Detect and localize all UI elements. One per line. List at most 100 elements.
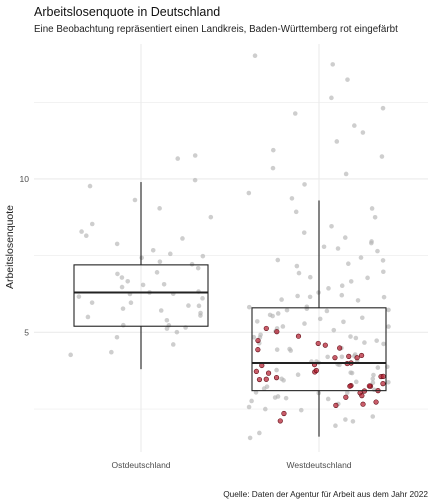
data-point — [302, 321, 307, 326]
data-point — [370, 376, 376, 382]
box-layer — [73, 182, 387, 437]
data-point — [275, 311, 281, 316]
box-iqr — [251, 307, 387, 392]
data-point — [89, 221, 95, 227]
data-point — [263, 406, 268, 412]
data-point-bw — [358, 352, 365, 359]
x-tick-label: Ostdeutschland — [111, 460, 170, 470]
data-point — [350, 419, 356, 424]
data-point — [264, 384, 270, 389]
data-point — [289, 196, 295, 201]
data-point — [279, 297, 284, 302]
data-point — [68, 352, 73, 358]
data-point — [341, 319, 346, 325]
data-point — [375, 248, 380, 254]
data-point — [339, 354, 345, 360]
data-point — [348, 334, 353, 339]
data-point — [196, 303, 202, 309]
data-point-bw — [315, 340, 321, 347]
data-point — [380, 105, 386, 111]
data-point-bw — [274, 329, 280, 335]
data-point-bw — [380, 381, 386, 387]
data-point — [279, 376, 284, 382]
data-point — [128, 300, 134, 305]
data-point — [355, 298, 361, 303]
x-tick-label: Westdeutschland — [286, 460, 351, 470]
box-iqr — [73, 264, 209, 327]
data-point — [252, 53, 258, 59]
data-point — [157, 259, 163, 265]
data-point — [326, 286, 331, 291]
data-point-bw — [253, 368, 259, 375]
data-point — [301, 230, 307, 235]
data-point — [139, 255, 144, 261]
data-point-bw — [295, 333, 302, 339]
data-point — [284, 307, 290, 313]
data-point — [247, 435, 253, 441]
data-point — [353, 379, 359, 385]
data-point — [275, 394, 281, 399]
data-point — [295, 293, 300, 299]
data-point-bw — [346, 353, 352, 359]
data-point — [333, 423, 338, 429]
data-point — [335, 246, 341, 251]
data-point — [302, 182, 307, 187]
data-point-bw — [347, 383, 353, 389]
data-point — [270, 313, 275, 319]
data-point — [119, 275, 125, 280]
data-point — [342, 235, 348, 240]
data-point — [132, 197, 138, 203]
data-point — [358, 255, 364, 260]
data-point — [274, 367, 279, 373]
data-point — [334, 139, 340, 144]
data-point — [76, 294, 82, 299]
data-point — [329, 95, 334, 101]
data-point — [195, 265, 201, 271]
data-point — [343, 417, 348, 422]
data-point-bw — [322, 342, 328, 348]
data-point — [270, 165, 276, 171]
data-point — [369, 206, 375, 211]
data-point — [198, 310, 203, 316]
data-point — [381, 294, 387, 300]
data-point — [371, 372, 376, 378]
data-point — [200, 253, 206, 259]
data-point — [380, 258, 386, 263]
data-point-bw — [273, 375, 280, 381]
data-point — [386, 379, 391, 385]
y-tick-label: 5 — [24, 327, 29, 337]
data-point — [330, 62, 336, 67]
data-point-bw — [337, 345, 343, 351]
data-point — [246, 304, 252, 310]
data-point — [292, 111, 298, 116]
data-point-bw — [255, 337, 261, 344]
tick-layer: 5 10 Ostdeutschland Westdeutschland — [20, 174, 352, 470]
data-point-bw — [333, 402, 339, 408]
data-point — [114, 334, 120, 340]
data-point — [374, 338, 379, 343]
chart-caption: Quelle: Daten der Agentur für Arbeit aus… — [223, 489, 428, 499]
data-point-bw — [366, 383, 372, 389]
data-point — [89, 300, 95, 305]
data-point — [79, 229, 84, 234]
data-point-bw — [354, 355, 360, 361]
data-point — [321, 244, 327, 250]
data-point-bw — [380, 373, 386, 380]
data-point — [369, 239, 374, 244]
chart-subtitle: Eine Beobachtung repräsentiert einen Lan… — [34, 24, 398, 35]
data-point — [120, 306, 126, 311]
data-point — [381, 269, 386, 275]
data-point — [174, 329, 180, 335]
data-point — [339, 292, 345, 298]
data-point — [189, 261, 195, 267]
data-point — [317, 316, 323, 322]
data-point — [175, 156, 181, 161]
data-point — [192, 177, 198, 183]
data-point — [251, 334, 257, 340]
data-point — [258, 332, 263, 338]
data-point-bw — [313, 367, 319, 374]
data-point — [298, 407, 304, 413]
data-point — [307, 294, 313, 300]
data-point-bw — [255, 347, 261, 353]
